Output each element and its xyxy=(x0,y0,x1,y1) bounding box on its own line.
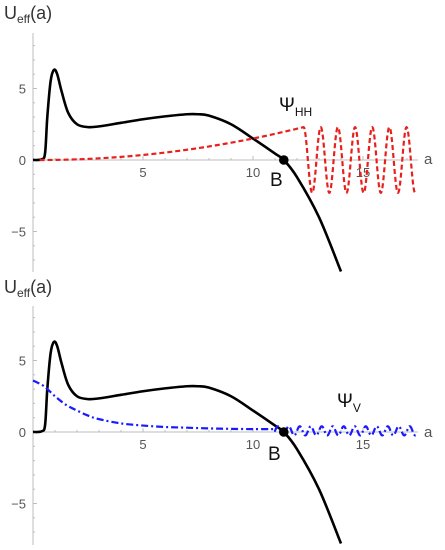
x-tick-label: 10 xyxy=(246,437,260,452)
series-line-1 xyxy=(39,126,417,194)
y-axis-label: Ueff(a) xyxy=(4,3,52,26)
y-axis-label: Ueff(a) xyxy=(4,277,52,300)
x-axis-label: a xyxy=(424,151,433,168)
x-tick-label: 10 xyxy=(246,165,260,180)
point-b-marker xyxy=(279,427,289,437)
x-tick-label: 15 xyxy=(356,437,370,452)
top-panel: 5 10 15 5 0 −5 Ueff(a) a ΨHH B xyxy=(4,3,433,273)
x-tick-label: 5 xyxy=(139,165,146,180)
y-tick-label: 5 xyxy=(19,82,26,97)
series-line-0 xyxy=(32,340,343,545)
y-tick-label: 0 xyxy=(19,425,26,440)
point-b-label: B xyxy=(268,444,281,465)
y-tick-label: −5 xyxy=(11,225,26,240)
y-tick-label: −5 xyxy=(11,497,26,512)
psi-v-label: ΨV xyxy=(337,391,361,415)
axes: 5 10 15 5 0 −5 xyxy=(11,33,418,272)
x-axis-label: a xyxy=(424,424,433,441)
point-b-label: B xyxy=(270,170,283,191)
plot-area xyxy=(32,340,417,545)
series-line-1 xyxy=(32,379,417,437)
series-line-0 xyxy=(32,68,343,273)
plot-area xyxy=(32,68,417,273)
axes: 5 10 15 5 0 −5 xyxy=(11,306,418,545)
bottom-panel: 5 10 15 5 0 −5 Ueff(a) a ΨV B xyxy=(4,277,433,545)
point-b-marker xyxy=(279,155,289,165)
y-tick-label: 5 xyxy=(19,354,26,369)
x-tick-label: 5 xyxy=(139,437,146,452)
x-tick-label: 15 xyxy=(356,165,370,180)
psi-hh-label: ΨHH xyxy=(279,95,312,119)
y-tick-label: 0 xyxy=(19,153,26,168)
